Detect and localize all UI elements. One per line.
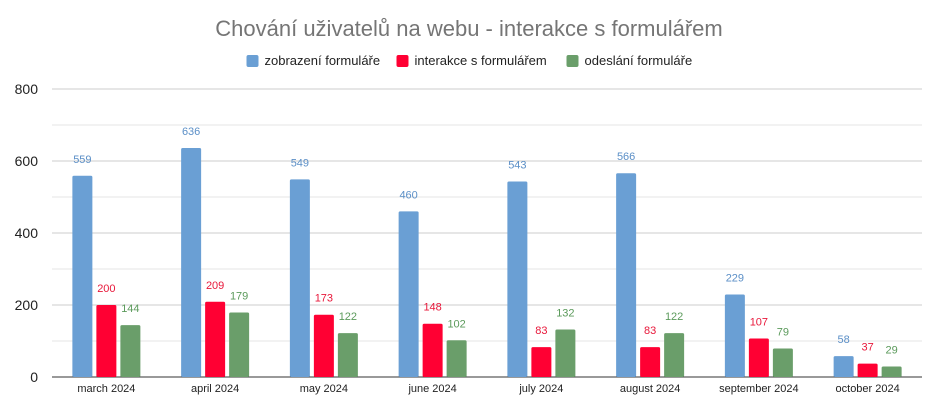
data-label: 58 (838, 334, 850, 346)
bar (181, 148, 202, 377)
legend-label: interakce s formulářem (415, 53, 547, 68)
data-label: 229 (726, 273, 744, 285)
bar (555, 329, 576, 377)
y-tick-label: 0 (30, 369, 38, 385)
bar (772, 348, 793, 377)
bar (422, 323, 443, 377)
legend-label: zobrazení formuláře (265, 53, 381, 68)
x-tick-label: july 2024 (518, 383, 563, 395)
x-axis: march 2024 april 2024 may 2024 june 2024 jul… (77, 383, 899, 395)
x-tick-label: september 2024 (719, 383, 799, 395)
chart-title: Chování uživatelů na webu - interakce s … (215, 16, 722, 41)
bar (881, 366, 902, 377)
x-tick-label: october 2024 (836, 383, 900, 395)
bar (857, 363, 878, 377)
data-label: 460 (399, 189, 417, 201)
bar (664, 333, 685, 377)
bar (531, 347, 552, 377)
bar (640, 347, 661, 377)
data-label: 566 (617, 151, 635, 163)
x-tick-label: august 2024 (620, 383, 681, 395)
data-label: 559 (73, 154, 91, 166)
data-labels: 559 200 144 636 209 179 549 173 122 460 148 102 543 8… (73, 126, 898, 357)
x-tick-label: march 2024 (77, 383, 135, 395)
bars (72, 148, 902, 377)
bar (748, 338, 769, 377)
data-label: 144 (121, 303, 139, 315)
legend-swatch (566, 55, 579, 67)
data-label: 79 (777, 327, 789, 339)
legend-label: odeslání formuláře (585, 53, 693, 68)
data-label: 102 (447, 318, 465, 330)
x-tick-label: june 2024 (407, 383, 456, 395)
y-tick-label: 200 (15, 297, 39, 313)
data-label: 543 (508, 160, 526, 172)
data-label: 209 (206, 280, 224, 292)
data-label: 148 (423, 302, 441, 314)
data-label: 173 (315, 293, 333, 305)
data-label: 132 (556, 307, 574, 319)
bar (616, 173, 637, 377)
legend-swatch (396, 55, 409, 67)
x-tick-label: may 2024 (300, 383, 348, 395)
bar (72, 175, 93, 377)
data-label: 179 (230, 291, 248, 303)
data-label: 83 (644, 325, 656, 337)
data-label: 122 (339, 311, 357, 323)
data-label: 83 (535, 325, 547, 337)
y-axis: 0 200 400 600 800 (15, 81, 39, 385)
data-label: 636 (182, 126, 200, 138)
y-tick-label: 600 (15, 153, 39, 169)
x-tick-label: april 2024 (191, 383, 239, 395)
y-tick-label: 400 (15, 225, 39, 241)
data-label: 549 (291, 157, 309, 169)
data-label: 29 (886, 345, 898, 357)
bar (398, 211, 419, 377)
bar (229, 312, 250, 377)
bar (96, 305, 117, 377)
bar (507, 181, 528, 377)
data-label: 107 (750, 316, 768, 328)
bar (313, 314, 334, 377)
data-label: 122 (665, 311, 683, 323)
legend-swatch (246, 55, 259, 67)
bar (446, 340, 467, 377)
legend: zobrazení formuláře interakce s formuláře… (246, 53, 693, 68)
bar (724, 294, 745, 377)
data-label: 200 (97, 283, 115, 295)
bar (289, 179, 310, 377)
data-label: 37 (862, 342, 874, 354)
bar (337, 333, 358, 377)
bar (833, 356, 854, 377)
bar (120, 325, 141, 377)
y-tick-label: 800 (15, 81, 39, 97)
bar (205, 301, 226, 377)
